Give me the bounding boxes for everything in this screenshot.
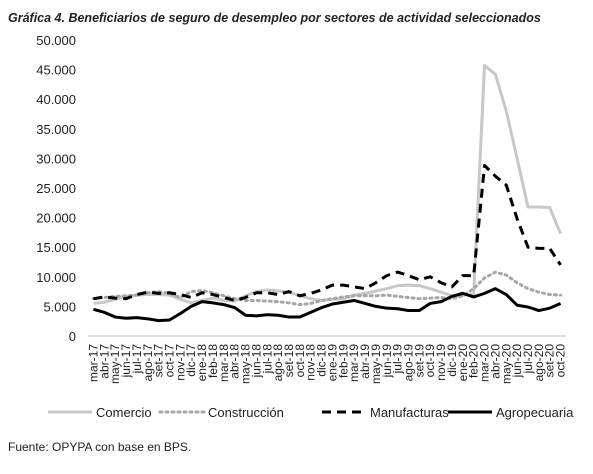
x-tick-label: ene-20 (456, 344, 470, 382)
y-tick-label: 25.000 (36, 181, 76, 196)
x-tick-label: jul-17 (130, 344, 144, 375)
x-tick-label: feb-18 (206, 344, 220, 378)
x-tick-label: dic-19 (445, 344, 459, 377)
y-tick-label: 15.000 (36, 240, 76, 255)
x-tick-label: abr-19 (358, 344, 372, 379)
x-tick-label: feb-19 (336, 344, 350, 378)
x-tick-label: oct-17 (162, 344, 176, 378)
x-tick-label: ago-19 (401, 344, 415, 382)
y-tick-label: 45.000 (36, 63, 76, 78)
x-tick-label: mar-20 (478, 344, 492, 382)
x-tick-label: set-18 (282, 344, 296, 378)
series-line (93, 164, 562, 302)
x-tick-label: mar-17 (86, 344, 100, 382)
x-tick-label: mar-19 (347, 344, 361, 382)
x-tick-label: may-20 (499, 344, 513, 384)
x-tick-label: jun-19 (380, 344, 394, 379)
x-tick-label: jun-18 (249, 344, 263, 379)
x-tick-label: set-20 (543, 344, 557, 378)
x-tick-label: ago-17 (141, 344, 155, 382)
x-tick-label: abr-17 (97, 344, 111, 379)
x-tick-label: may-18 (239, 344, 253, 384)
y-tick-label: 0 (69, 329, 76, 344)
legend-label: Construcción (208, 405, 284, 420)
x-tick-label: set-17 (152, 344, 166, 378)
x-tick-label: jun-17 (119, 344, 133, 379)
x-tick-label: oct-20 (554, 344, 568, 378)
x-tick-label: jun-20 (510, 344, 524, 379)
x-tick-label: nov-19 (434, 344, 448, 381)
series-line (93, 63, 562, 305)
x-tick-label: dic-18 (315, 344, 329, 377)
series-line (93, 287, 562, 323)
y-tick-label: 30.000 (36, 151, 76, 166)
x-tick-label: nov-18 (304, 344, 318, 381)
chart-title: Gráfica 4. Beneficiarios de seguro de de… (8, 11, 541, 25)
y-tick-label: 50.000 (36, 33, 76, 48)
legend-label: Manufacturas (370, 405, 449, 420)
legend-label: Comercio (96, 405, 152, 420)
x-tick-label: jul-19 (391, 344, 405, 375)
y-tick-label: 5.000 (43, 299, 76, 314)
x-tick-label: may-19 (369, 344, 383, 384)
x-tick-label: dic-17 (184, 344, 198, 377)
source: Fuente: OPYPA con base en BPS. (8, 440, 191, 454)
x-tick-label: ago-20 (532, 344, 546, 382)
x-tick-label: jul-20 (521, 344, 535, 375)
y-tick-label: 35.000 (36, 122, 76, 137)
x-tick-label: oct-19 (423, 344, 437, 378)
x-tick-label: ene-18 (195, 344, 209, 382)
x-tick-label: jul-18 (260, 344, 274, 375)
x-tick-label: may-17 (108, 344, 122, 384)
y-tick-label: 10.000 (36, 270, 76, 285)
x-tick-label: ago-18 (271, 344, 285, 382)
y-tick-label: 20.000 (36, 211, 76, 226)
legend-label: Agropecuaria (496, 405, 574, 420)
x-tick-label: mar-18 (217, 344, 231, 382)
x-tick-label: feb-20 (467, 344, 481, 378)
x-tick-label: oct-18 (293, 344, 307, 378)
x-tick-label: abr-18 (228, 344, 242, 379)
x-tick-label: set-19 (412, 344, 426, 378)
x-tick-label: ene-19 (325, 344, 339, 382)
x-tick-label: abr-20 (488, 344, 502, 379)
y-tick-label: 40.000 (36, 92, 76, 107)
x-tick-label: nov-17 (173, 344, 187, 381)
